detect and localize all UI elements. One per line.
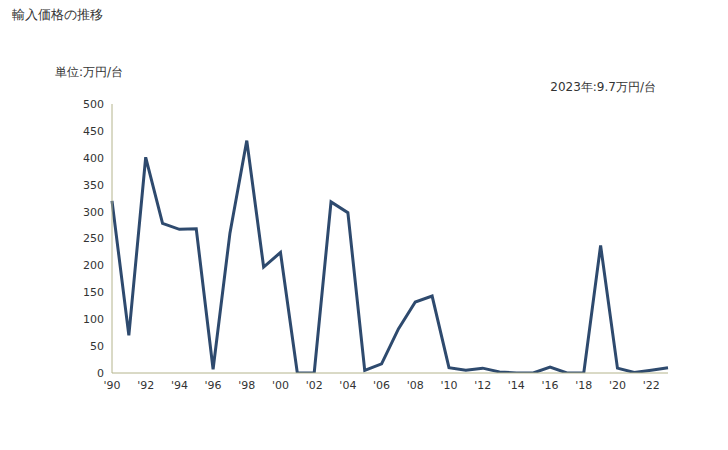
svg-text:'00: '00 <box>272 379 289 392</box>
svg-text:350: 350 <box>83 179 104 192</box>
svg-text:'12: '12 <box>474 379 491 392</box>
svg-text:450: 450 <box>83 125 104 138</box>
svg-text:500: 500 <box>83 98 104 111</box>
svg-text:200: 200 <box>83 259 104 272</box>
svg-text:'20: '20 <box>609 379 626 392</box>
svg-text:'08: '08 <box>407 379 424 392</box>
svg-text:'02: '02 <box>306 379 323 392</box>
svg-text:'94: '94 <box>171 379 188 392</box>
svg-text:'06: '06 <box>373 379 390 392</box>
svg-text:50: 50 <box>90 340 104 353</box>
svg-text:150: 150 <box>83 286 104 299</box>
svg-text:'96: '96 <box>205 379 222 392</box>
svg-text:'16: '16 <box>542 379 559 392</box>
svg-text:'10: '10 <box>440 379 457 392</box>
svg-text:'92: '92 <box>137 379 154 392</box>
svg-text:'22: '22 <box>643 379 660 392</box>
svg-text:250: 250 <box>83 232 104 245</box>
html-text:2023年:9.7万円/台: 2023年:9.7万円/台 <box>550 80 656 94</box>
svg-text:'04: '04 <box>339 379 356 392</box>
svg-text:300: 300 <box>83 206 104 219</box>
html-text:単位:万円/台: 単位:万円/台 <box>55 65 124 79</box>
svg-text:'98: '98 <box>238 379 255 392</box>
svg-text:0: 0 <box>97 367 104 380</box>
html-text:輸入価格の推移: 輸入価格の推移 <box>12 7 103 22</box>
svg-text:'14: '14 <box>508 379 525 392</box>
svg-text:'90: '90 <box>103 379 120 392</box>
svg-text:400: 400 <box>83 152 104 165</box>
svg-text:'18: '18 <box>575 379 592 392</box>
svg-text:100: 100 <box>83 313 104 326</box>
